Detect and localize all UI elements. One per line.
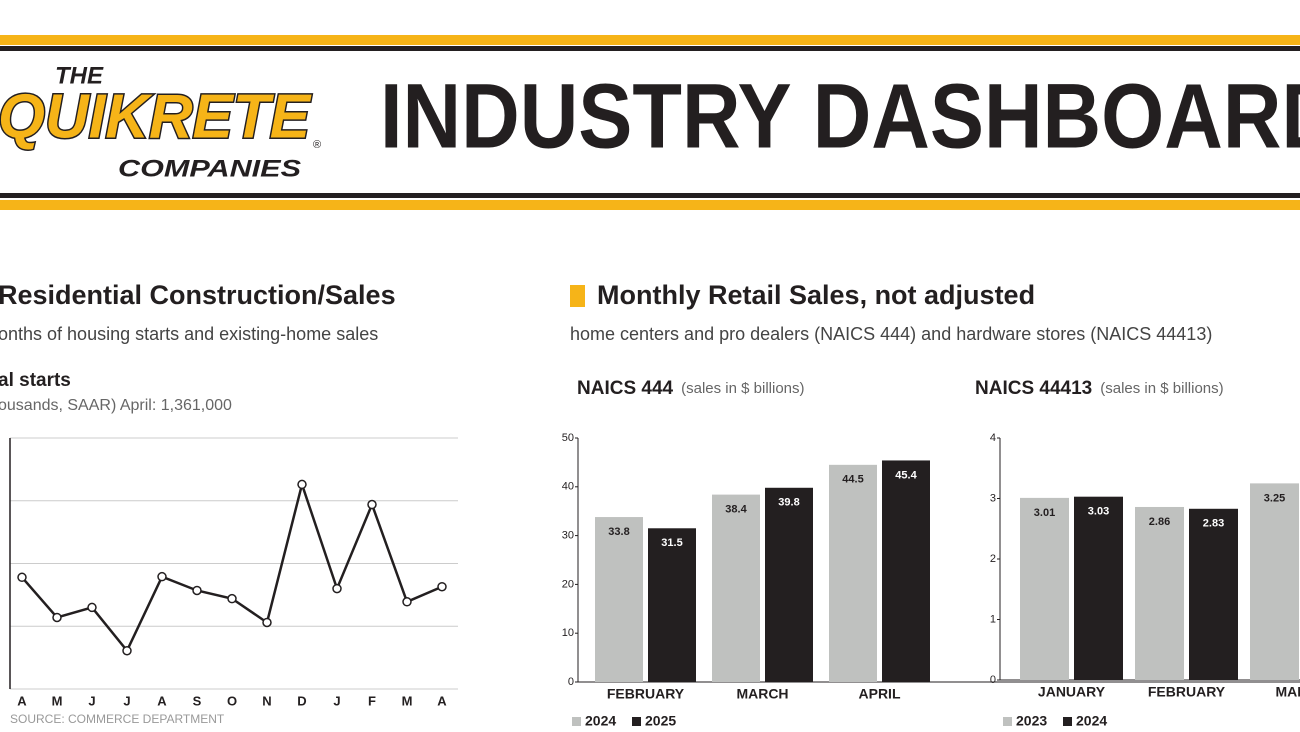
chart-title-text: NAICS 44413 bbox=[975, 378, 1092, 399]
point bbox=[17, 572, 27, 583]
bar bbox=[712, 494, 760, 682]
point bbox=[367, 499, 377, 510]
x-tick-label: O bbox=[227, 693, 237, 708]
bar bbox=[1074, 496, 1123, 680]
y-tick-label: 50 bbox=[562, 432, 574, 444]
x-tick-label: FEBRUARY bbox=[607, 686, 685, 702]
value-label: 3.01 bbox=[1034, 507, 1055, 519]
bar bbox=[1189, 508, 1238, 680]
header-band bbox=[0, 200, 1300, 210]
y-tick-label: 20 bbox=[562, 578, 574, 590]
point bbox=[262, 617, 272, 628]
legend-swatch bbox=[572, 717, 581, 726]
section-subtitle: home centers and pro dealers (NAICS 444)… bbox=[570, 324, 1212, 344]
y-tick-label: 0 bbox=[990, 674, 996, 686]
y-tick-label: 3 bbox=[990, 492, 996, 504]
legend-swatch bbox=[1063, 717, 1072, 726]
bar bbox=[829, 464, 877, 682]
x-tick-label: N bbox=[262, 693, 271, 708]
legend-swatch bbox=[1003, 717, 1012, 726]
value-label: 31.5 bbox=[661, 537, 682, 549]
y-tick-label: 4 bbox=[990, 432, 996, 444]
legend-label: 2024 bbox=[585, 713, 616, 729]
point bbox=[402, 597, 412, 607]
x-tick-label: M bbox=[52, 693, 63, 708]
x-tick-label: J bbox=[123, 693, 130, 708]
bar bbox=[648, 528, 696, 682]
x-tick-label: FEBRUARY bbox=[1148, 684, 1226, 700]
chart-subtitle: (sales in $ billions) bbox=[681, 380, 804, 397]
value-label: 44.5 bbox=[842, 474, 863, 486]
point bbox=[192, 585, 202, 596]
bar bbox=[765, 487, 813, 682]
value-label: 39.8 bbox=[778, 497, 799, 509]
x-tick-label: A bbox=[17, 693, 27, 708]
dashboard-title: INDUSTRY DASHBOARD bbox=[380, 65, 1300, 167]
point bbox=[52, 612, 62, 623]
logo-mark: ® bbox=[313, 139, 321, 151]
chart-subtitle: ousands, SAAR) April: 1,361,000 bbox=[0, 397, 232, 414]
x-tick-label: F bbox=[368, 693, 376, 708]
bar bbox=[1020, 497, 1069, 680]
value-label: 2.83 bbox=[1203, 518, 1224, 530]
value-label: 3.25 bbox=[1264, 492, 1285, 504]
chart-title: NAICS 44413 (sales in $ billions) bbox=[975, 378, 1224, 399]
logo-bottom: COMPANIES bbox=[118, 155, 301, 182]
section-subtitle: onths of housing starts and existing-hom… bbox=[0, 324, 378, 344]
x-tick-label: S bbox=[193, 693, 202, 708]
point bbox=[332, 583, 342, 594]
value-label: 38.4 bbox=[725, 504, 747, 516]
section-title: Residential Construction/Sales bbox=[0, 280, 396, 310]
x-tick-label: J bbox=[88, 693, 95, 708]
chart-title: al starts bbox=[0, 370, 71, 391]
x-tick-label: MARCH bbox=[1275, 684, 1300, 700]
section-marker bbox=[570, 285, 585, 307]
x-tick-label: M bbox=[402, 693, 413, 708]
point bbox=[122, 645, 132, 656]
logo-main: QUIKRETE bbox=[0, 82, 312, 151]
source: SOURCE: COMMERCE DEPARTMENT bbox=[10, 712, 225, 726]
value-label: 2.86 bbox=[1149, 516, 1170, 528]
y-tick-label: 10 bbox=[562, 627, 574, 639]
logo-top: THE bbox=[55, 62, 104, 89]
x-tick-label: JANUARY bbox=[1038, 684, 1106, 700]
x-tick-label: A bbox=[437, 693, 447, 708]
bar bbox=[882, 460, 930, 682]
value-label: 33.8 bbox=[608, 526, 629, 538]
y-tick-label: 2 bbox=[990, 553, 996, 565]
header-line bbox=[0, 193, 1300, 198]
x-tick-label: APRIL bbox=[859, 686, 901, 702]
point bbox=[87, 602, 97, 613]
legend-label: 2023 bbox=[1016, 713, 1047, 729]
y-tick-label: 40 bbox=[562, 481, 574, 493]
y-tick-label: 1 bbox=[990, 613, 996, 625]
value-label: 45.4 bbox=[895, 469, 917, 481]
header-band bbox=[0, 35, 1300, 45]
x-tick-label: J bbox=[333, 693, 340, 708]
bar bbox=[1135, 506, 1184, 680]
bar bbox=[595, 517, 643, 682]
legend-label: 2024 bbox=[1076, 713, 1107, 729]
x-tick-label: D bbox=[297, 693, 306, 708]
point bbox=[157, 571, 167, 582]
chart-subtitle: (sales in $ billions) bbox=[1100, 380, 1223, 397]
point bbox=[437, 581, 447, 592]
legend-label: 2025 bbox=[645, 713, 676, 729]
bar bbox=[1250, 483, 1299, 680]
chart-title: NAICS 444 (sales in $ billions) bbox=[577, 378, 805, 399]
y-tick-label: 30 bbox=[562, 530, 574, 542]
x-tick-label: A bbox=[157, 693, 167, 708]
x-tick-label: MARCH bbox=[736, 686, 788, 702]
header-line bbox=[0, 46, 1300, 51]
y-tick-label: 0 bbox=[568, 676, 574, 688]
chart-title-text: NAICS 444 bbox=[577, 378, 674, 399]
value-label: 3.03 bbox=[1088, 506, 1109, 518]
point bbox=[297, 479, 307, 490]
point bbox=[227, 593, 237, 604]
legend-swatch bbox=[632, 717, 641, 726]
section-title: Monthly Retail Sales, not adjusted bbox=[597, 280, 1035, 310]
